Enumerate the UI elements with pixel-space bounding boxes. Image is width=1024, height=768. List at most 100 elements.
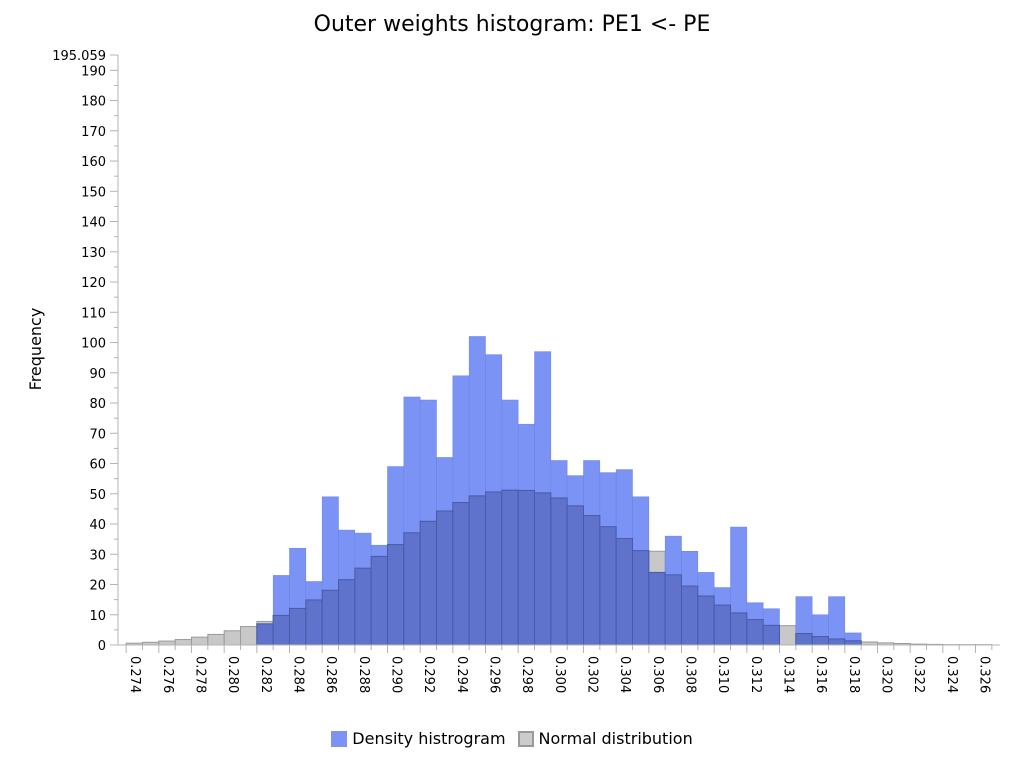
x-tick-label: 0.288 (356, 656, 371, 693)
y-tick-label: 170 (81, 125, 106, 140)
overlap-bar (354, 567, 372, 646)
overlap-bar (762, 624, 781, 646)
overlap-bar (272, 614, 290, 646)
overlap-bar (615, 538, 634, 646)
overlap-bar (534, 492, 552, 646)
y-tick-label: 80 (89, 397, 106, 412)
overlap-bar (681, 585, 699, 646)
y-tick-label: 70 (89, 427, 106, 442)
y-tick-label: 50 (89, 488, 106, 503)
overlap-bar (648, 571, 666, 646)
x-tick-label: 0.302 (585, 656, 600, 693)
legend-item-normal[interactable]: Normal distribution (517, 729, 693, 748)
chart-title: Outer weights histogram: PE1 <- PE (313, 12, 711, 37)
overlap-bar (599, 526, 617, 646)
legend: Density histrogram Normal distribution (0, 729, 1024, 748)
legend-label-normal: Normal distribution (538, 729, 693, 748)
overlap-bar (697, 595, 715, 646)
y-tick-label: 140 (81, 216, 106, 231)
overlap-bar (550, 497, 568, 646)
overlap-bar (811, 636, 830, 646)
overlap-bar (305, 599, 323, 646)
x-axis-ticks: 0.274 0.276 0.278 0.280 0.282 0.284 0.286 0.288… (125, 645, 993, 693)
y-tick-label: 90 (89, 367, 106, 382)
normal-bar (158, 640, 176, 646)
overlap-bar (583, 515, 601, 646)
legend-label-histogram: Density histrogram (352, 729, 506, 748)
overlap-bar (485, 491, 503, 646)
overlap-bar (403, 532, 421, 646)
y-tick-label: 100 (81, 337, 106, 352)
normal-bar (223, 630, 242, 646)
x-tick-label: 0.324 (944, 656, 959, 693)
overlap-layer (256, 489, 862, 646)
x-tick-label: 0.318 (846, 656, 861, 693)
x-tick-label: 0.276 (160, 656, 175, 693)
y-tick-label: 150 (81, 185, 106, 200)
legend-item-histogram[interactable]: Density histrogram (331, 729, 506, 748)
overlap-bar (338, 579, 356, 646)
overlap-bar (419, 520, 437, 646)
histogram-swatch-icon (331, 730, 348, 747)
x-tick-label: 0.326 (977, 656, 992, 693)
x-tick-label: 0.312 (748, 656, 763, 693)
x-tick-label: 0.292 (421, 656, 436, 693)
normal-swatch-icon (517, 730, 534, 747)
y-tick-label: 130 (81, 246, 106, 261)
overlap-bar (256, 623, 274, 646)
y-tick-label: 110 (81, 306, 106, 321)
x-tick-label: 0.284 (291, 656, 306, 693)
x-tick-label: 0.300 (552, 656, 567, 693)
normal-bar (240, 626, 258, 646)
overlap-bar (664, 574, 683, 646)
x-tick-label: 0.314 (781, 656, 796, 693)
histogram-bar (828, 596, 846, 646)
y-tick-label: 30 (89, 548, 106, 563)
x-tick-label: 0.316 (813, 656, 828, 693)
overlap-bar (370, 555, 388, 646)
y-tick-label: 180 (81, 95, 106, 110)
overlap-bar (730, 612, 748, 646)
normal-bar (191, 636, 209, 646)
x-tick-label: 0.296 (487, 656, 502, 693)
overlap-bar (795, 633, 813, 646)
y-axis-label: Frequency (26, 308, 45, 391)
overlap-bar (289, 607, 307, 646)
overlap-bar (452, 502, 470, 646)
overlap-bar (746, 619, 764, 646)
y-max-label: 195.059 (52, 49, 106, 64)
x-tick-label: 0.294 (454, 656, 469, 693)
overlap-bar (468, 495, 486, 646)
x-tick-label: 0.306 (650, 656, 665, 693)
x-tick-label: 0.298 (519, 656, 534, 693)
overlap-bar (517, 489, 536, 646)
x-tick-label: 0.278 (193, 656, 208, 693)
x-tick-label: 0.310 (715, 656, 730, 693)
axes-layer (117, 55, 1000, 646)
x-tick-label: 0.308 (683, 656, 698, 693)
normal-bar (174, 639, 193, 646)
y-tick-label: 190 (81, 64, 106, 79)
x-tick-label: 0.280 (225, 656, 240, 693)
y-axis-ticks: 0 10 20 30 40 50 60 70 80 90 100 110 120 130 140 150 160… (52, 49, 118, 654)
overlap-bar (566, 505, 585, 646)
y-tick-label: 120 (81, 276, 106, 291)
normal-bar (207, 633, 225, 646)
x-tick-label: 0.290 (389, 656, 404, 693)
overlap-bar (828, 638, 846, 646)
y-tick-label: 40 (89, 518, 106, 533)
x-tick-label: 0.282 (258, 656, 273, 693)
overlap-bar (436, 510, 454, 646)
y-tick-label: 20 (89, 579, 106, 594)
y-tick-label: 0 (98, 639, 106, 654)
overlap-bar (844, 640, 862, 646)
y-tick-label: 10 (89, 609, 106, 624)
y-tick-label: 60 (89, 458, 106, 473)
overlap-bar (387, 544, 405, 646)
overlap-bar (632, 550, 650, 646)
x-tick-label: 0.274 (127, 656, 142, 693)
x-tick-label: 0.322 (911, 656, 926, 693)
x-tick-label: 0.320 (879, 656, 894, 693)
x-tick-label: 0.286 (323, 656, 338, 693)
